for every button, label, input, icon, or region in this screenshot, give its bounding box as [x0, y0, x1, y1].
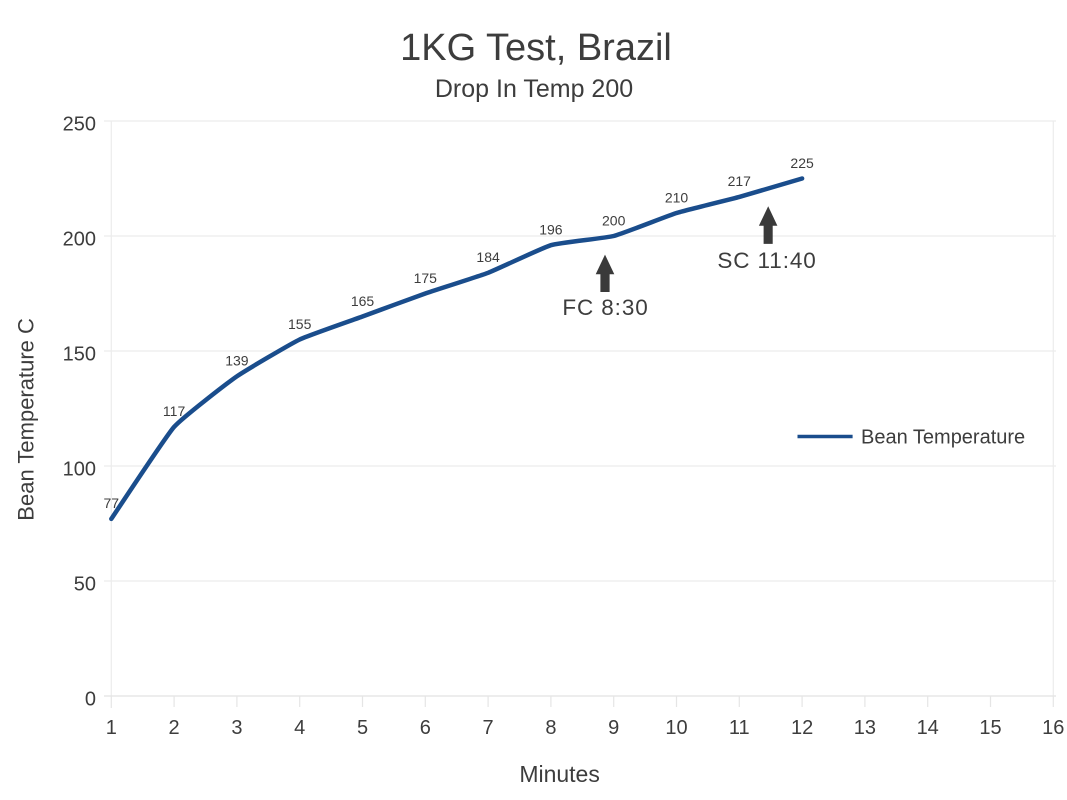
- svg-text:9: 9: [608, 717, 619, 739]
- svg-text:6: 6: [420, 717, 431, 739]
- svg-text:SC 11:40: SC 11:40: [717, 248, 816, 273]
- svg-text:7: 7: [483, 717, 494, 739]
- svg-text:217: 217: [728, 173, 752, 189]
- svg-text:184: 184: [476, 249, 500, 265]
- svg-text:14: 14: [917, 717, 939, 739]
- svg-text:10: 10: [665, 717, 687, 739]
- svg-text:Drop In Temp 200: Drop In Temp 200: [435, 75, 633, 103]
- svg-text:1: 1: [106, 717, 117, 739]
- svg-text:2: 2: [169, 717, 180, 739]
- svg-text:100: 100: [63, 459, 96, 481]
- svg-text:1KG Test, Brazil: 1KG Test, Brazil: [400, 27, 672, 69]
- svg-text:200: 200: [602, 212, 626, 228]
- svg-text:Minutes: Minutes: [519, 761, 600, 787]
- svg-text:150: 150: [63, 344, 96, 366]
- svg-text:11: 11: [729, 717, 750, 739]
- svg-text:0: 0: [85, 689, 96, 711]
- svg-text:250: 250: [63, 114, 96, 136]
- svg-text:200: 200: [63, 229, 96, 251]
- svg-text:12: 12: [791, 717, 813, 739]
- svg-text:15: 15: [979, 717, 1001, 739]
- svg-text:165: 165: [351, 293, 375, 309]
- svg-text:77: 77: [104, 495, 120, 511]
- svg-text:155: 155: [288, 316, 312, 332]
- svg-text:225: 225: [790, 155, 814, 171]
- svg-text:4: 4: [294, 717, 305, 739]
- svg-text:117: 117: [163, 403, 186, 419]
- svg-text:50: 50: [74, 574, 96, 596]
- svg-text:16: 16: [1042, 717, 1064, 739]
- svg-text:FC 8:30: FC 8:30: [562, 295, 648, 320]
- svg-text:Bean Temperature: Bean Temperature: [861, 427, 1025, 449]
- svg-text:5: 5: [357, 717, 368, 739]
- svg-text:3: 3: [231, 717, 242, 739]
- svg-text:175: 175: [414, 270, 438, 286]
- svg-text:139: 139: [225, 353, 249, 369]
- svg-text:196: 196: [539, 222, 563, 238]
- svg-text:210: 210: [665, 189, 689, 205]
- svg-text:Bean Temperature C: Bean Temperature C: [14, 318, 39, 521]
- svg-text:8: 8: [545, 717, 556, 739]
- svg-text:13: 13: [854, 717, 876, 739]
